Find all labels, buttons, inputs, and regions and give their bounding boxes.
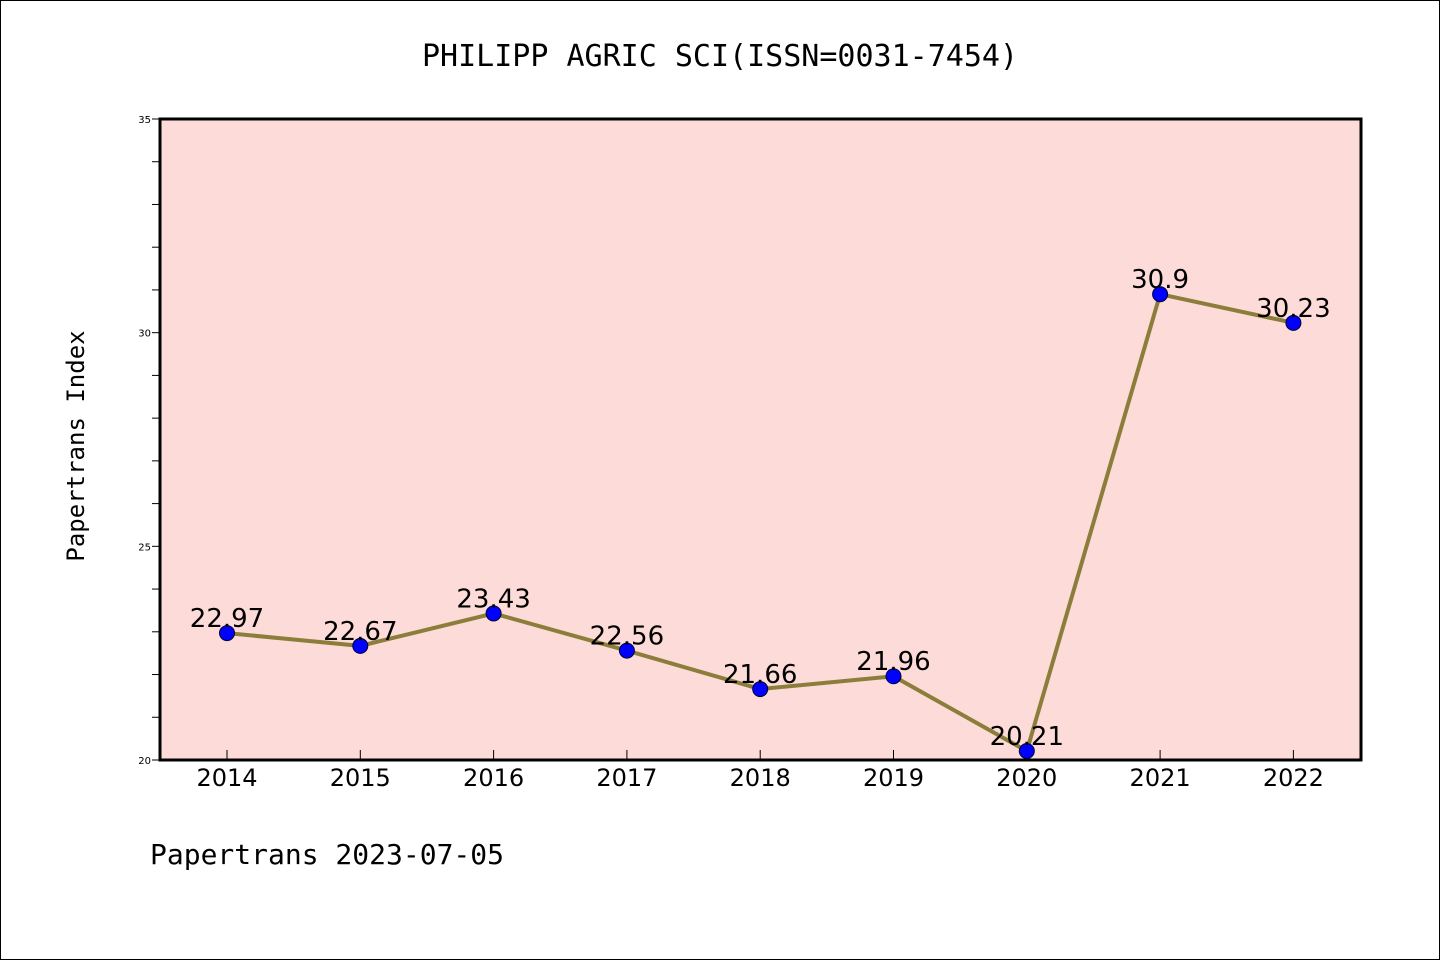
y-tick-label: 25 bbox=[138, 542, 151, 553]
plot-border bbox=[158, 117, 1363, 762]
x-tick-label: 2018 bbox=[730, 764, 791, 792]
x-tick-label: 2022 bbox=[1263, 764, 1324, 792]
data-label: 22.67 bbox=[323, 617, 397, 647]
data-label: 21.66 bbox=[723, 660, 797, 690]
data-label: 21.96 bbox=[856, 647, 930, 677]
y-tick-label: 20 bbox=[138, 756, 151, 767]
data-point bbox=[219, 625, 235, 642]
footer-text: Papertrans 2023-07-05 bbox=[150, 838, 504, 871]
data-point bbox=[618, 642, 635, 659]
data-label: 22.97 bbox=[190, 604, 264, 634]
data-point bbox=[885, 668, 902, 685]
x-tick-label: 2021 bbox=[1130, 764, 1191, 792]
data-label: 20.21 bbox=[990, 722, 1064, 752]
x-tick-label: 2015 bbox=[330, 764, 391, 792]
data-label: 30.9 bbox=[1131, 265, 1189, 295]
data-point bbox=[1285, 314, 1302, 331]
data-point bbox=[485, 605, 502, 622]
x-tick-label: 2017 bbox=[596, 764, 657, 792]
chart-title: PHILIPP AGRIC SCI(ISSN=0031-7454) bbox=[422, 39, 1018, 74]
y-tick-label: 35 bbox=[138, 115, 151, 126]
x-tick-label: 2014 bbox=[196, 764, 257, 792]
x-tick-label: 2020 bbox=[996, 764, 1057, 792]
data-point bbox=[352, 637, 369, 654]
data-label: 23.43 bbox=[456, 584, 530, 614]
data-point bbox=[752, 681, 769, 698]
data-label: 22.56 bbox=[590, 622, 664, 652]
data-label: 30.23 bbox=[1256, 294, 1330, 324]
data-point bbox=[1152, 286, 1169, 303]
y-axis-label: Papertrans Index bbox=[62, 330, 90, 561]
x-tick-label: 2019 bbox=[863, 764, 924, 792]
y-tick-label: 30 bbox=[138, 329, 151, 340]
x-tick-label: 2016 bbox=[463, 764, 524, 792]
